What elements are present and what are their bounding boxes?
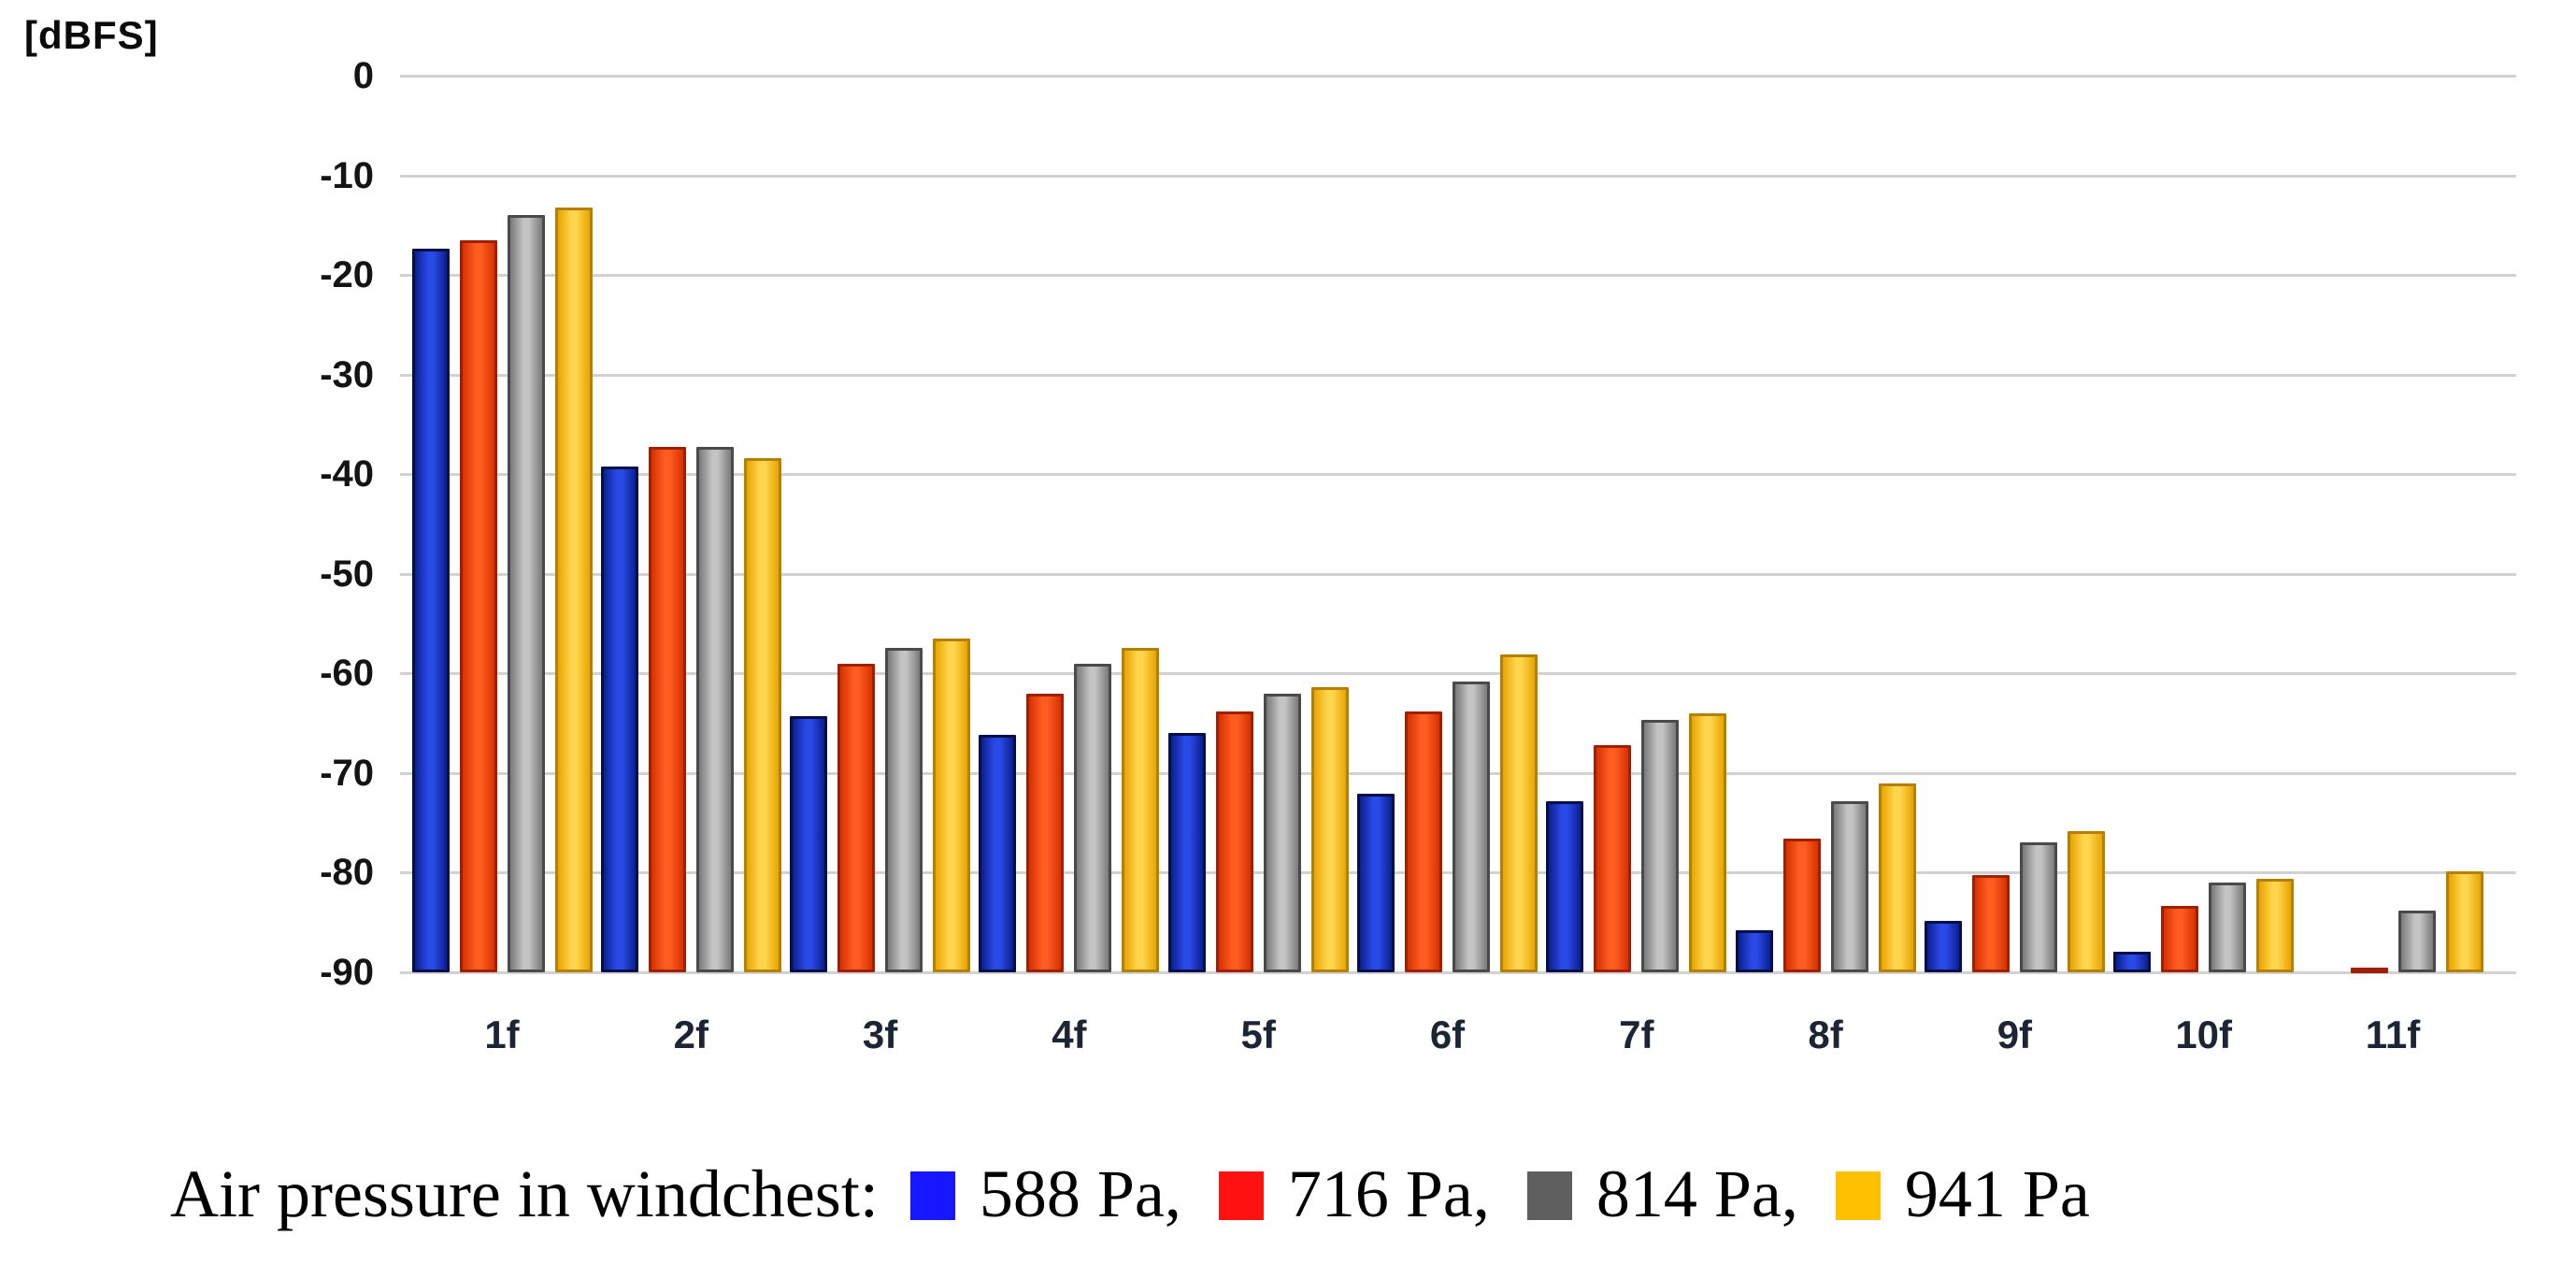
bar-2f-716Pa: [648, 447, 686, 972]
legend-item-941Pa: 941 Pa: [1835, 1156, 2090, 1233]
bar-5f-716Pa: [1215, 711, 1253, 972]
bar-5f-588Pa: [1167, 733, 1206, 972]
bar-1f-716Pa: [459, 239, 497, 972]
bar-3f-716Pa: [837, 663, 876, 972]
legend-item-814Pa: 814 Pa,: [1526, 1156, 1798, 1233]
y-tick-label--50: -50: [320, 553, 374, 595]
y-tick-label--10: -10: [320, 154, 374, 196]
bar-9f-588Pa: [1924, 920, 1962, 972]
y-tick-label--30: -30: [320, 353, 374, 395]
bar-10f-588Pa: [2113, 951, 2152, 972]
bar-9f-716Pa: [1971, 874, 2010, 972]
y-tick-label--70: -70: [320, 752, 374, 794]
bar-4f-941Pa: [1122, 647, 1160, 972]
bar-2f-588Pa: [600, 466, 638, 972]
bar-2f-941Pa: [743, 458, 781, 972]
legend-swatch-941Pa: [1835, 1171, 1881, 1220]
x-tick-label-3f: 3f: [862, 1013, 898, 1056]
x-tick-label-7f: 7f: [1619, 1013, 1654, 1056]
y-tick-label--80: -80: [320, 852, 374, 894]
legend-swatch-716Pa: [1218, 1171, 1264, 1220]
bar-4f-588Pa: [979, 735, 1017, 972]
legend-label-716Pa: 716 Pa,: [1287, 1156, 1490, 1231]
bar-1f-588Pa: [411, 249, 450, 972]
bar-11f-716Pa: [2350, 967, 2388, 973]
gridline-0: [400, 75, 2516, 78]
x-tick-label-6f: 6f: [1429, 1013, 1466, 1056]
legend-label-941Pa: 941 Pa: [1904, 1156, 2090, 1231]
y-tick-label--90: -90: [320, 952, 374, 993]
bar-6f-588Pa: [1357, 794, 1395, 972]
bar-9f-814Pa: [2019, 842, 2057, 972]
x-tick-label-10f: 10f: [2175, 1013, 2233, 1056]
bar-7f-588Pa: [1546, 800, 1584, 972]
gridline--10: [400, 174, 2516, 178]
bar-10f-716Pa: [2161, 905, 2199, 972]
bar-4f-814Pa: [1074, 663, 1112, 972]
bar-1f-941Pa: [554, 207, 593, 972]
legend-title: Air pressure in windchest:: [170, 1156, 879, 1231]
y-tick-label--40: -40: [320, 453, 374, 496]
bar-8f-588Pa: [1735, 930, 1773, 972]
bar-11f-941Pa: [2445, 871, 2483, 972]
legend-swatch-588Pa: [909, 1171, 955, 1220]
bar-6f-814Pa: [1453, 681, 1490, 972]
legend-item-716Pa: 716 Pa,: [1218, 1156, 1490, 1233]
x-tick-label-9f: 9f: [1996, 1013, 2033, 1056]
bar-6f-716Pa: [1405, 711, 1442, 972]
legend: Air pressure in windchest: 588 Pa, 716 Pa…: [170, 1142, 2469, 1245]
bar-8f-941Pa: [1878, 783, 1916, 972]
bar-7f-716Pa: [1594, 745, 1632, 972]
gridline--60: [400, 672, 2516, 676]
bar-2f-814Pa: [695, 447, 734, 972]
gridline--90: [400, 971, 2516, 974]
gridline--30: [400, 373, 2516, 377]
bar-5f-941Pa: [1310, 687, 1349, 972]
bar-3f-814Pa: [885, 647, 923, 972]
plot-area: 0 -10 -20 -30 -40 -50 -60 -70 -80 -90 1f 2f 3f 4f 5f 6f…: [320, 55, 2516, 1056]
y-tick-label--20: -20: [320, 254, 374, 296]
x-tick-label-1f: 1f: [484, 1013, 520, 1056]
y-tick-label-0: 0: [352, 55, 374, 96]
gridline--50: [400, 572, 2516, 576]
bar-8f-716Pa: [1782, 839, 1821, 972]
legend-label-814Pa: 814 Pa,: [1596, 1156, 1798, 1231]
bar-8f-814Pa: [1830, 800, 1868, 972]
x-tick-label-11f: 11f: [2365, 1013, 2421, 1056]
bar-7f-814Pa: [1641, 720, 1680, 972]
bar-6f-941Pa: [1500, 654, 1538, 972]
bar-4f-716Pa: [1026, 693, 1065, 972]
x-tick-label-8f: 8f: [1808, 1013, 1843, 1056]
bar-9f-941Pa: [2067, 830, 2105, 972]
bar-1f-814Pa: [507, 215, 545, 972]
legend-swatch-814Pa: [1526, 1171, 1572, 1220]
bar-5f-814Pa: [1263, 693, 1301, 972]
bar-3f-941Pa: [933, 639, 971, 972]
bar-10f-814Pa: [2209, 883, 2247, 972]
gridline--20: [400, 274, 2516, 278]
x-tick-label-2f: 2f: [673, 1013, 708, 1056]
gridline--40: [400, 473, 2516, 477]
y-tick-label--60: -60: [320, 653, 374, 695]
y-axis-unit-label: [dBFS]: [24, 13, 159, 57]
bar-3f-588Pa: [790, 716, 828, 972]
bar-7f-941Pa: [1689, 712, 1727, 972]
bar-11f-814Pa: [2397, 910, 2436, 972]
legend-item-588Pa: 588 Pa,: [909, 1156, 1181, 1233]
bar-10f-941Pa: [2256, 878, 2295, 972]
x-tick-label-4f: 4f: [1052, 1013, 1087, 1056]
x-tick-label-5f: 5f: [1240, 1013, 1276, 1056]
legend-label-588Pa: 588 Pa,: [979, 1156, 1181, 1231]
